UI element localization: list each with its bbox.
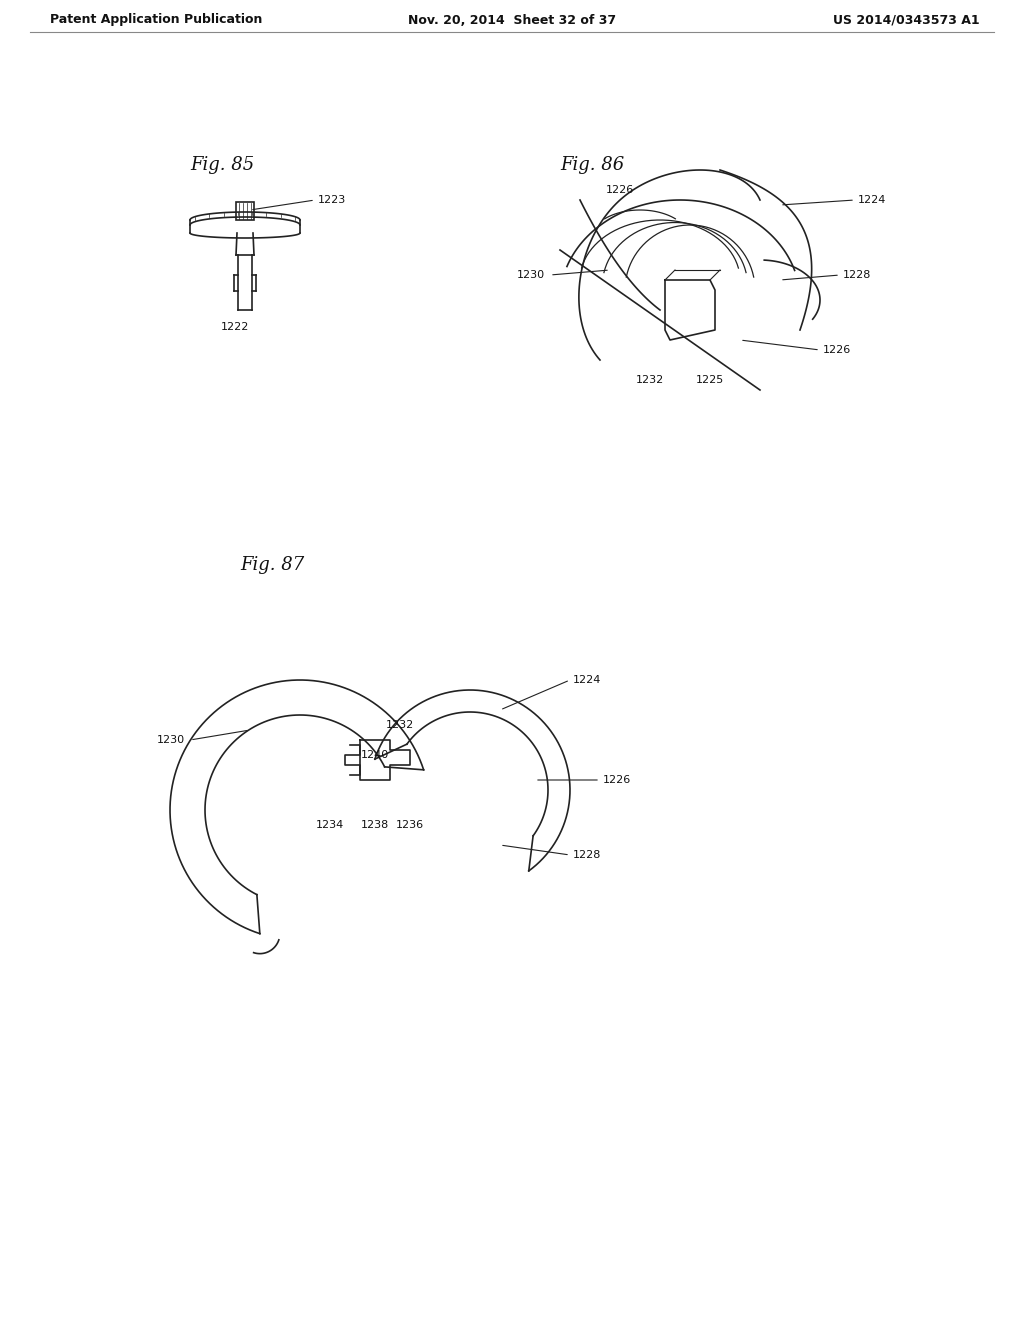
Text: 1226: 1226 — [823, 345, 851, 355]
Text: Nov. 20, 2014  Sheet 32 of 37: Nov. 20, 2014 Sheet 32 of 37 — [408, 13, 616, 26]
Text: 1232: 1232 — [636, 375, 665, 385]
Text: 1236: 1236 — [396, 820, 424, 830]
Text: 1228: 1228 — [843, 271, 871, 280]
Text: 1222: 1222 — [221, 322, 249, 333]
Text: 1225: 1225 — [696, 375, 724, 385]
Text: 1230: 1230 — [157, 735, 185, 744]
Text: 1224: 1224 — [858, 195, 887, 205]
Text: US 2014/0343573 A1: US 2014/0343573 A1 — [834, 13, 980, 26]
Text: Fig. 85: Fig. 85 — [190, 156, 254, 174]
Text: 1230: 1230 — [517, 271, 545, 280]
Text: Fig. 87: Fig. 87 — [240, 556, 304, 574]
Text: 1238: 1238 — [360, 820, 389, 830]
Text: Patent Application Publication: Patent Application Publication — [50, 13, 262, 26]
Text: 1223: 1223 — [318, 195, 346, 205]
Text: 1226: 1226 — [603, 775, 631, 785]
Text: 1240: 1240 — [360, 750, 389, 760]
Text: 1232: 1232 — [386, 719, 414, 730]
Text: 1234: 1234 — [315, 820, 344, 830]
Text: 1226: 1226 — [606, 185, 634, 195]
Text: 1228: 1228 — [573, 850, 601, 861]
Text: Fig. 86: Fig. 86 — [560, 156, 625, 174]
Text: 1224: 1224 — [573, 675, 601, 685]
